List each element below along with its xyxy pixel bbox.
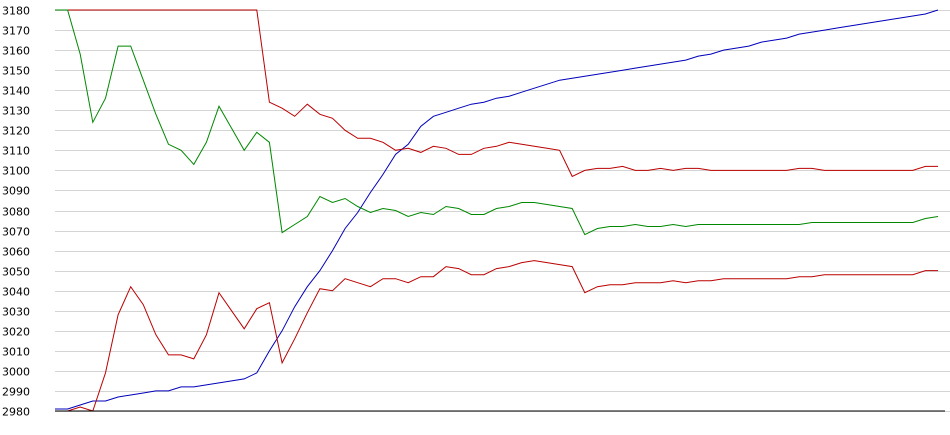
- y-tick-label: 3080: [2, 206, 30, 219]
- y-tick-label: 3020: [2, 326, 30, 339]
- series-line-2: [55, 9, 938, 178]
- gridlines: [55, 10, 950, 412]
- y-tick-label: 3110: [2, 145, 30, 158]
- y-tick-label: 3100: [2, 165, 30, 178]
- y-tick-label: 3130: [2, 105, 30, 118]
- y-tick-label: 2990: [2, 386, 30, 399]
- y-tick-label: 3150: [2, 65, 30, 78]
- y-tick-label: 3140: [2, 85, 30, 98]
- y-tick-label: 3090: [2, 185, 30, 198]
- series-line-3: [55, 9, 939, 236]
- y-tick-label: 2980: [2, 406, 30, 419]
- series-lines: [55, 9, 939, 412]
- y-tick-label: 3000: [2, 366, 30, 379]
- y-tick-label: 3170: [2, 25, 30, 38]
- y-tick-label: 3180: [2, 5, 30, 18]
- y-tick-label: 3030: [2, 306, 30, 319]
- y-tick-label: 3070: [2, 226, 30, 239]
- series-line-4: [55, 260, 938, 412]
- y-tick-label: 3160: [2, 45, 30, 58]
- y-axis-tick-labels: 2980 2990 3000 3010 3020 3030 3040 3050 3060 3070…: [2, 5, 30, 419]
- y-tick-label: 3010: [2, 346, 30, 359]
- series-line-1: [55, 9, 939, 410]
- y-tick-label: 3120: [2, 125, 30, 138]
- y-tick-label: 3050: [2, 266, 30, 279]
- y-tick-label: 3040: [2, 286, 30, 299]
- y-tick-label: 3060: [2, 246, 30, 259]
